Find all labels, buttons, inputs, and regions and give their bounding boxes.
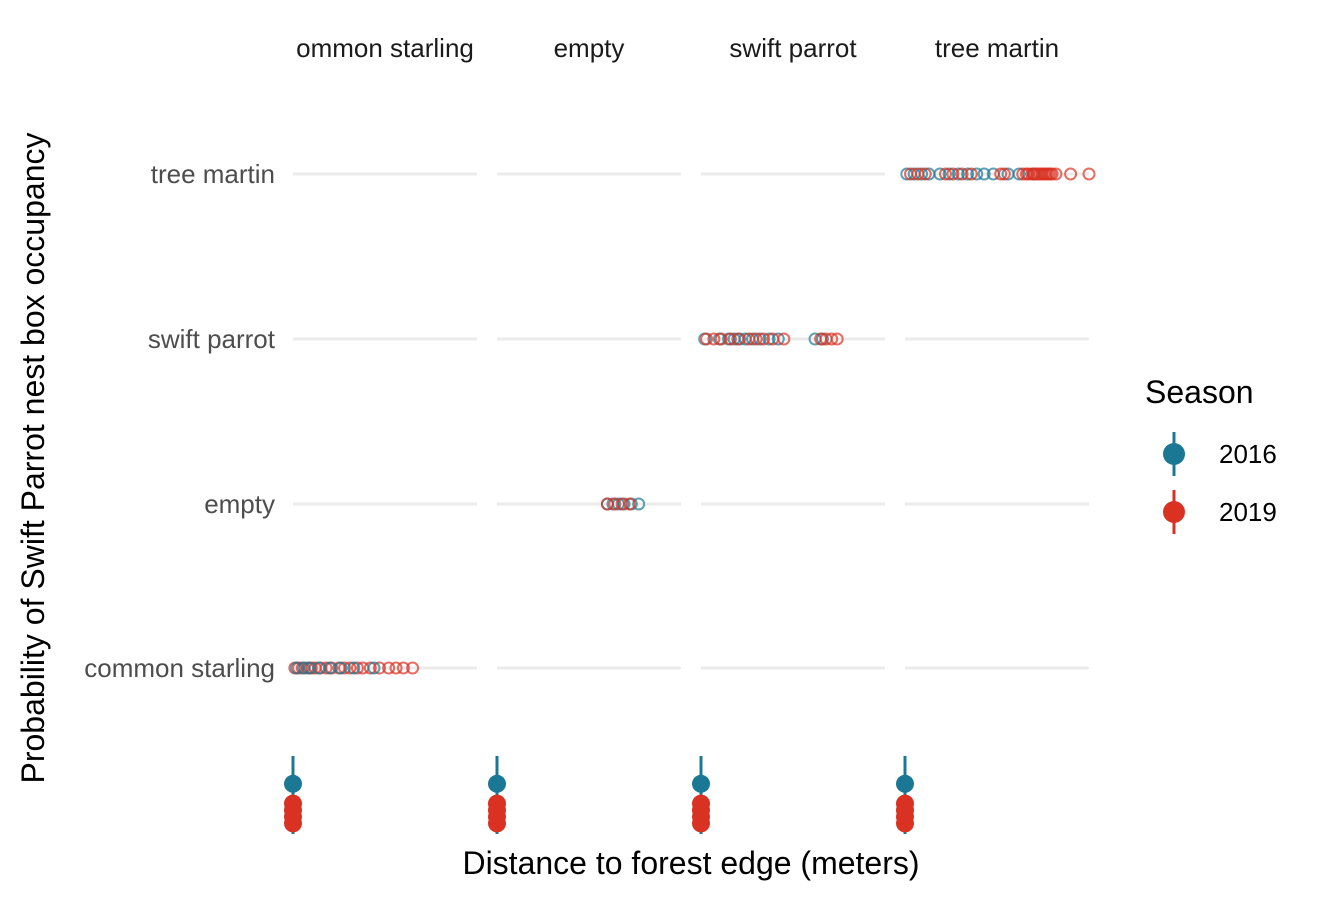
data-point bbox=[742, 332, 756, 346]
y-tick-label: swift parrot bbox=[148, 324, 276, 354]
data-point bbox=[338, 661, 352, 675]
data-point bbox=[372, 661, 386, 675]
data-point bbox=[1064, 167, 1078, 181]
legend: Season 2016 2019 bbox=[1145, 374, 1277, 534]
y-tick-label: common starling bbox=[84, 653, 275, 683]
data-points bbox=[288, 167, 1096, 675]
data-point bbox=[997, 167, 1011, 181]
data-point bbox=[911, 167, 925, 181]
data-point bbox=[714, 332, 728, 346]
rug-point bbox=[488, 814, 506, 833]
x-axis-title: Distance to forest edge (meters) bbox=[462, 845, 919, 881]
data-point bbox=[615, 497, 629, 511]
data-point bbox=[608, 497, 622, 511]
data-point bbox=[723, 332, 737, 346]
data-point bbox=[951, 167, 965, 181]
data-point bbox=[964, 167, 978, 181]
rug-point bbox=[692, 814, 710, 833]
rug-point bbox=[896, 814, 914, 833]
data-point bbox=[363, 661, 377, 675]
data-point bbox=[303, 661, 317, 675]
y-tick-label: empty bbox=[204, 489, 275, 519]
data-point bbox=[290, 661, 304, 675]
facet-label-swift-parrot: swift parrot bbox=[729, 33, 857, 63]
data-point bbox=[1045, 167, 1059, 181]
rug-point bbox=[284, 814, 302, 833]
data-point bbox=[297, 661, 311, 675]
data-point bbox=[334, 661, 348, 675]
data-point bbox=[777, 332, 791, 346]
rug-point bbox=[896, 774, 914, 793]
data-point bbox=[389, 661, 403, 675]
data-point bbox=[382, 661, 396, 675]
y-tick-labels: tree martin swift parrot empty common starl… bbox=[84, 159, 275, 683]
rug-point bbox=[284, 774, 302, 793]
data-point bbox=[632, 497, 646, 511]
data-point bbox=[942, 167, 956, 181]
facet-strip-labels: ommon starling empty swift parrot tree mart… bbox=[296, 33, 1059, 63]
data-point bbox=[918, 167, 932, 181]
data-point bbox=[904, 167, 918, 181]
data-point bbox=[367, 661, 381, 675]
data-point bbox=[961, 167, 975, 181]
data-point bbox=[707, 332, 721, 346]
legend-title: Season bbox=[1145, 374, 1254, 410]
data-point bbox=[938, 167, 952, 181]
data-point bbox=[347, 661, 361, 675]
y-axis-title: Probability of Swift Parrot nest box occ… bbox=[15, 133, 51, 784]
data-point bbox=[977, 167, 991, 181]
data-point bbox=[319, 661, 333, 675]
data-point bbox=[933, 167, 947, 181]
data-point bbox=[825, 332, 839, 346]
data-point bbox=[830, 332, 844, 346]
legend-item-2016: 2016 bbox=[1163, 432, 1277, 476]
rug-point bbox=[692, 774, 710, 793]
data-point bbox=[1012, 167, 1026, 181]
data-point bbox=[622, 497, 636, 511]
legend-key-point bbox=[1163, 443, 1185, 465]
data-point bbox=[350, 661, 364, 675]
data-point bbox=[757, 332, 771, 346]
data-point bbox=[343, 661, 357, 675]
data-point bbox=[600, 497, 614, 511]
data-point bbox=[762, 332, 776, 346]
legend-item-2019: 2019 bbox=[1163, 490, 1277, 534]
rug-marks bbox=[284, 756, 914, 834]
rug-point bbox=[488, 774, 506, 793]
gridlines bbox=[293, 172, 1089, 670]
data-point bbox=[994, 167, 1008, 181]
data-point bbox=[946, 167, 960, 181]
y-tick-label: tree martin bbox=[151, 159, 275, 189]
legend-label: 2016 bbox=[1219, 439, 1277, 469]
data-point bbox=[771, 332, 785, 346]
data-point bbox=[955, 167, 969, 181]
legend-label: 2019 bbox=[1219, 497, 1277, 527]
facet-label-common-starling: ommon starling bbox=[296, 33, 474, 63]
data-point bbox=[1049, 167, 1063, 181]
data-point bbox=[1082, 167, 1096, 181]
data-point bbox=[749, 332, 763, 346]
data-point bbox=[396, 661, 410, 675]
data-point bbox=[406, 661, 420, 675]
facet-label-empty: empty bbox=[554, 33, 625, 63]
facet-label-tree-martin: tree martin bbox=[935, 33, 1059, 63]
legend-key-point bbox=[1163, 501, 1185, 523]
data-point bbox=[970, 167, 984, 181]
data-point bbox=[700, 332, 714, 346]
